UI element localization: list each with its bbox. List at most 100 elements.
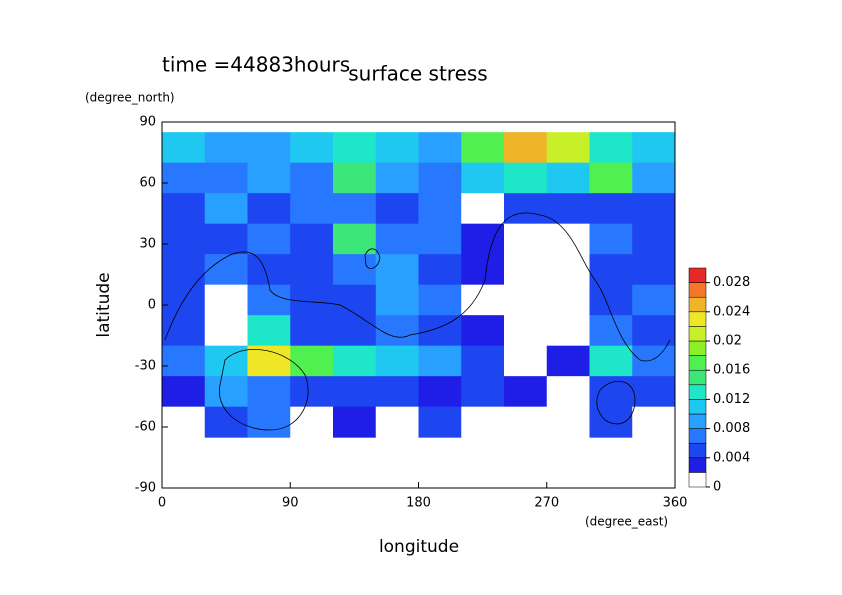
colorbar-band bbox=[688, 457, 707, 473]
field-cell bbox=[247, 132, 291, 164]
field-cell bbox=[546, 406, 590, 438]
field-cell bbox=[162, 132, 206, 164]
field-cell bbox=[589, 132, 633, 164]
field-cell bbox=[632, 284, 676, 316]
field-cell bbox=[418, 193, 462, 225]
field-cell bbox=[247, 162, 291, 194]
y-tick-label: -30 bbox=[135, 359, 156, 374]
y-tick-label: -90 bbox=[135, 481, 156, 496]
field-cell bbox=[204, 345, 248, 377]
field-cell bbox=[375, 132, 419, 164]
colorbar-tick-label: 0.024 bbox=[713, 304, 750, 319]
field-cell bbox=[418, 315, 462, 347]
field-cell bbox=[333, 132, 377, 164]
field-cell bbox=[375, 315, 419, 347]
y-tick-label: -60 bbox=[135, 420, 156, 435]
field-cell bbox=[375, 284, 419, 316]
field-cell bbox=[589, 315, 633, 347]
colorbar-tick-label: 0.008 bbox=[713, 421, 750, 436]
y-tick-label: 90 bbox=[139, 115, 156, 130]
colorbar-tick-label: 0.012 bbox=[713, 392, 750, 407]
x-tick-label: 360 bbox=[663, 496, 688, 511]
field-cell bbox=[247, 284, 291, 316]
field-cell bbox=[546, 132, 590, 164]
field-cell bbox=[204, 284, 248, 316]
field-cell bbox=[247, 376, 291, 408]
x-tick-label: 0 bbox=[158, 496, 166, 511]
field-cell bbox=[418, 376, 462, 408]
field-cell bbox=[162, 315, 206, 347]
field-cell bbox=[418, 345, 462, 377]
field-cell bbox=[504, 162, 548, 194]
colorbar-band bbox=[688, 413, 707, 429]
x-tick-label: 90 bbox=[282, 496, 299, 511]
field-cell bbox=[162, 406, 206, 438]
field-cell bbox=[504, 406, 548, 438]
y-tick-label: 60 bbox=[139, 176, 156, 191]
field-cell bbox=[461, 132, 505, 164]
field-cell bbox=[632, 132, 676, 164]
coastlines bbox=[164, 212, 671, 431]
field-cell bbox=[162, 254, 206, 286]
field-cell bbox=[461, 315, 505, 347]
field-cell bbox=[375, 376, 419, 408]
y-tick-label: 0 bbox=[148, 298, 156, 313]
field-cell bbox=[546, 376, 590, 408]
field-cell bbox=[632, 223, 676, 255]
field-cell bbox=[546, 345, 590, 377]
field-cell bbox=[375, 223, 419, 255]
colorbar-band bbox=[688, 340, 707, 356]
field-cell bbox=[504, 315, 548, 347]
field-cell bbox=[290, 284, 334, 316]
time-annotation: time =44883hours bbox=[162, 53, 350, 77]
field-cell bbox=[290, 254, 334, 286]
field-cell bbox=[546, 162, 590, 194]
field-cell bbox=[546, 193, 590, 225]
colorbar-band bbox=[688, 472, 707, 488]
field-cell bbox=[589, 345, 633, 377]
field-cell bbox=[589, 162, 633, 194]
field-cell bbox=[632, 193, 676, 225]
field-cell bbox=[632, 376, 676, 408]
field-cell bbox=[290, 406, 334, 438]
field-cell bbox=[247, 315, 291, 347]
coast bbox=[218, 348, 309, 431]
field-cell bbox=[333, 254, 377, 286]
y-axis-label: latitude bbox=[94, 272, 114, 337]
coast bbox=[596, 380, 636, 425]
y-tick-label: 30 bbox=[139, 237, 156, 252]
colorbar-band bbox=[688, 399, 707, 415]
field-cell bbox=[204, 132, 248, 164]
field-cell bbox=[204, 315, 248, 347]
field-cell bbox=[162, 376, 206, 408]
field-cell bbox=[461, 193, 505, 225]
field-cell bbox=[461, 406, 505, 438]
field-cell bbox=[632, 345, 676, 377]
field-cell bbox=[461, 345, 505, 377]
field-cell bbox=[504, 132, 548, 164]
field-cell bbox=[418, 223, 462, 255]
field-cell bbox=[333, 193, 377, 225]
x-tick-label: 270 bbox=[534, 496, 559, 511]
field-cell bbox=[290, 193, 334, 225]
field-cell bbox=[333, 315, 377, 347]
field-cell bbox=[504, 193, 548, 225]
field-cell bbox=[632, 406, 676, 438]
colorbar-tick-label: 0.016 bbox=[713, 363, 750, 378]
field-cell bbox=[418, 254, 462, 286]
field-cell bbox=[589, 193, 633, 225]
chart-title: surface stress bbox=[348, 62, 487, 86]
field-cell bbox=[504, 254, 548, 286]
field-cell bbox=[290, 162, 334, 194]
field-cell bbox=[589, 223, 633, 255]
x-axis-label: longitude bbox=[379, 537, 459, 557]
field-cell bbox=[461, 162, 505, 194]
field-cell bbox=[504, 223, 548, 255]
field-cell bbox=[333, 345, 377, 377]
colorbar-tick-label: 0.028 bbox=[713, 275, 750, 290]
field-cell bbox=[204, 162, 248, 194]
field-cell bbox=[204, 223, 248, 255]
field-cell bbox=[204, 376, 248, 408]
x-tick-label: 180 bbox=[406, 496, 431, 511]
field-cell bbox=[162, 193, 206, 225]
